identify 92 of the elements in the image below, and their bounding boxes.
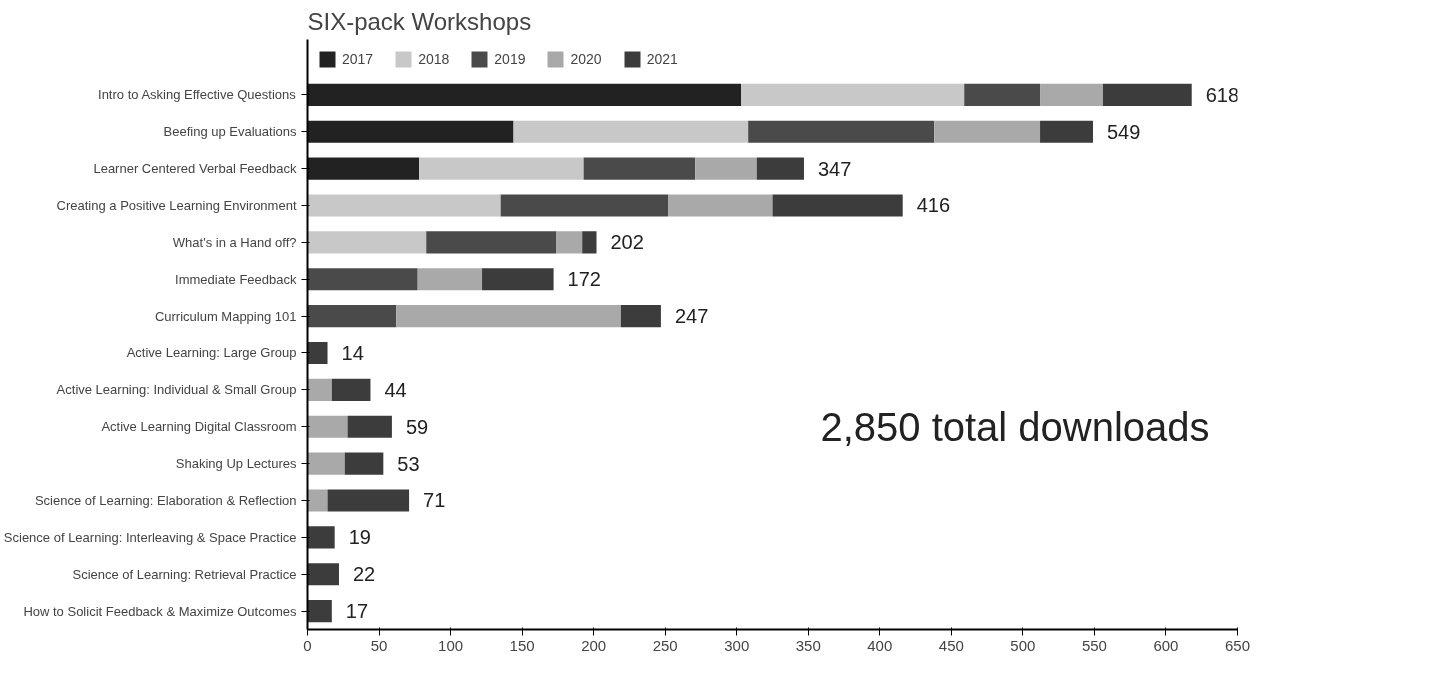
y-tick-label: Active Learning: Large Group bbox=[126, 345, 297, 361]
total-label: 618 bbox=[1205, 83, 1240, 106]
bar bbox=[417, 268, 483, 291]
x-tick-label: 0 bbox=[303, 636, 312, 654]
bar bbox=[620, 305, 661, 328]
x-tick-label: 600 bbox=[1153, 636, 1179, 654]
x-tick-label: 300 bbox=[724, 636, 750, 654]
bar bbox=[396, 305, 621, 328]
bar bbox=[307, 120, 514, 143]
y-tick-label: Immediate Feedback bbox=[175, 271, 297, 287]
y-tick-label: What's in a Hand off? bbox=[172, 234, 297, 250]
y-tick-label: Learner Centered Verbal Feedback bbox=[93, 161, 297, 177]
bar bbox=[1040, 120, 1093, 143]
bar bbox=[307, 268, 418, 291]
total-label: 347 bbox=[817, 157, 852, 180]
bar bbox=[344, 452, 384, 475]
y-tick-label: Science of Learning: Elaboration & Reflection bbox=[34, 492, 297, 508]
bar bbox=[307, 378, 332, 401]
bar bbox=[307, 305, 397, 328]
bar bbox=[307, 489, 328, 512]
bar bbox=[327, 489, 410, 512]
x-tick-label: 200 bbox=[581, 636, 607, 654]
bar bbox=[668, 194, 773, 217]
bar bbox=[331, 378, 371, 401]
bar bbox=[1040, 83, 1104, 106]
y-tick-label: Intro to Asking Effective Questions bbox=[98, 87, 297, 103]
legend-label: 2019 bbox=[494, 51, 526, 67]
bar bbox=[307, 526, 335, 549]
total-label: 14 bbox=[341, 341, 364, 364]
legend-label: 2018 bbox=[418, 51, 450, 67]
legend-label: 2017 bbox=[342, 51, 374, 67]
bar bbox=[934, 120, 1041, 143]
x-tick-label: 650 bbox=[1224, 636, 1251, 654]
total-label: 172 bbox=[567, 268, 601, 291]
bar bbox=[307, 341, 328, 364]
total-label: 22 bbox=[352, 563, 376, 586]
y-tick-label: How to Solicit Feedback & Maximize Outcomes bbox=[23, 603, 297, 619]
bar bbox=[307, 452, 345, 475]
bar bbox=[748, 120, 935, 143]
total-label: 17 bbox=[345, 600, 369, 623]
bar bbox=[756, 157, 804, 180]
y-tick-label: Shaking Up Lectures bbox=[175, 456, 297, 472]
legend-label: 2020 bbox=[570, 51, 602, 67]
y-tick-label: Active Learning Digital Classroom bbox=[101, 419, 297, 435]
bar bbox=[307, 563, 339, 586]
x-tick-label: 400 bbox=[867, 636, 893, 654]
x-tick-label: 250 bbox=[652, 636, 678, 654]
bar bbox=[307, 194, 501, 217]
bar bbox=[695, 157, 757, 180]
chart-title: SIX-pack Workshops bbox=[307, 7, 532, 35]
legend-label: 2021 bbox=[646, 51, 678, 67]
x-tick-label: 450 bbox=[938, 636, 964, 654]
y-tick-label: Active Learning: Individual & Small Group bbox=[56, 382, 297, 398]
bar bbox=[307, 600, 332, 623]
total-label: 71 bbox=[423, 489, 446, 512]
bar bbox=[419, 157, 584, 180]
total-label: 59 bbox=[405, 415, 429, 438]
x-tick-label: 500 bbox=[1010, 636, 1036, 654]
x-tick-label: 100 bbox=[438, 636, 464, 654]
bar bbox=[482, 268, 554, 291]
x-tick-label: 150 bbox=[509, 636, 535, 654]
total-label: 416 bbox=[916, 194, 951, 217]
bar bbox=[741, 83, 965, 106]
bar bbox=[513, 120, 749, 143]
x-tick-label: 550 bbox=[1081, 636, 1107, 654]
total-label: 549 bbox=[1106, 120, 1141, 143]
bar bbox=[307, 231, 427, 254]
total-label: 44 bbox=[384, 378, 407, 401]
y-tick-label: Creating a Positive Learning Environment bbox=[56, 197, 297, 213]
bar bbox=[556, 231, 583, 254]
total-label: 53 bbox=[397, 452, 420, 475]
x-tick-label: 350 bbox=[795, 636, 821, 654]
bar bbox=[347, 415, 392, 438]
x-tick-label: 50 bbox=[370, 636, 388, 654]
bar bbox=[1103, 83, 1192, 106]
bar bbox=[307, 157, 420, 180]
bar bbox=[307, 415, 348, 438]
y-tick-label: Science of Learning: Interleaving & Space Practice bbox=[3, 529, 297, 545]
annotation: 2,850 total downloads bbox=[820, 404, 1210, 449]
y-tick-label: Curriculum Mapping 101 bbox=[154, 308, 297, 324]
total-label: 19 bbox=[348, 526, 371, 549]
bar bbox=[772, 194, 903, 217]
total-label: 247 bbox=[674, 305, 709, 328]
bar bbox=[426, 231, 557, 254]
total-label: 202 bbox=[610, 231, 644, 254]
bar bbox=[500, 194, 669, 217]
bar bbox=[307, 83, 742, 106]
bar bbox=[964, 83, 1041, 106]
y-tick-label: Beefing up Evaluations bbox=[163, 124, 297, 140]
y-tick-label: Science of Learning: Retrieval Practice bbox=[72, 566, 297, 582]
bar bbox=[582, 231, 597, 254]
bar bbox=[583, 157, 696, 180]
